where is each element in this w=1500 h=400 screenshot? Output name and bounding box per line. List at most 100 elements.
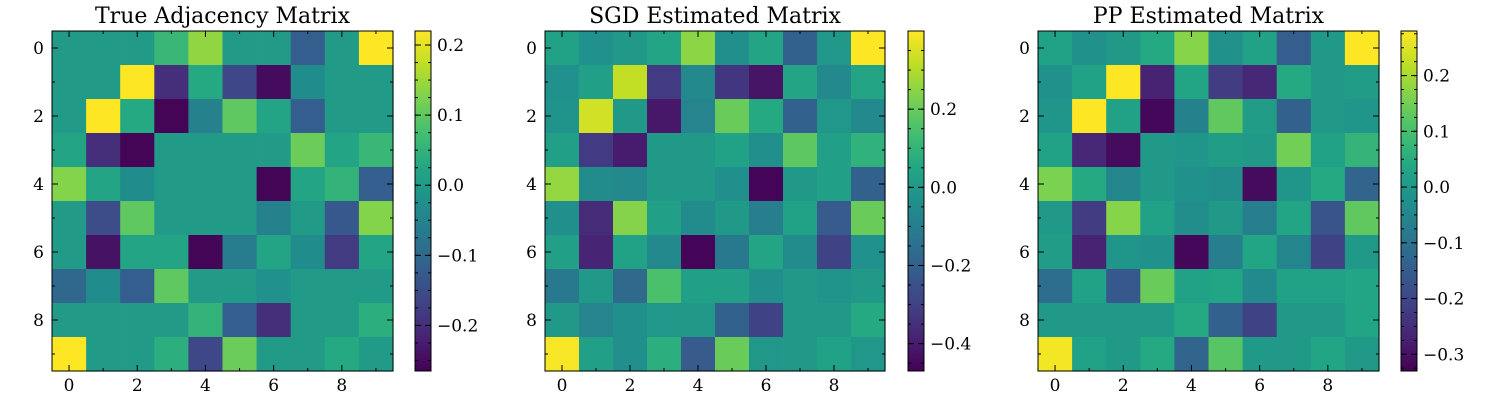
heatmap-cell <box>86 167 121 202</box>
heatmap-cell <box>613 303 648 338</box>
heatmap-cell <box>851 65 886 100</box>
heatmap-cell <box>154 99 189 134</box>
heatmap-cell <box>120 201 155 236</box>
heatmap-cell <box>1038 201 1073 236</box>
heatmap-cell <box>86 133 121 168</box>
heatmap-cell <box>545 65 580 100</box>
colorbar-frame <box>907 30 925 372</box>
heatmap-cell <box>579 337 614 372</box>
heatmap-cell <box>579 201 614 236</box>
heatmap-cell <box>647 269 682 304</box>
x-tick-label: 4 <box>200 376 211 396</box>
x-tick-label: 4 <box>1186 376 1197 396</box>
heatmap-cell <box>1344 65 1380 100</box>
heatmap-cell <box>1072 65 1107 100</box>
heatmap-cell <box>783 337 818 372</box>
heatmap-cell <box>1140 269 1175 304</box>
heatmap-cell <box>613 133 648 168</box>
x-tick-label: 8 <box>829 376 840 396</box>
heatmap-cell <box>715 99 750 134</box>
heatmap-cell <box>851 337 886 372</box>
heatmap-cell <box>579 99 614 134</box>
heatmap-cell <box>1208 31 1244 66</box>
heatmap-cell <box>1310 99 1346 134</box>
heatmap-cell <box>715 31 750 66</box>
heatmap-cell <box>222 337 258 372</box>
heatmap-cell <box>1174 303 1210 338</box>
heatmap-cell <box>290 31 326 66</box>
heatmap-cell <box>1174 235 1210 270</box>
heatmap-cell <box>86 99 121 134</box>
heatmap-cell <box>817 99 852 134</box>
colorbar <box>908 31 924 371</box>
heatmap-cell <box>1208 337 1244 372</box>
heatmap-cell <box>358 65 394 100</box>
heatmap-cell <box>86 201 121 236</box>
heatmap-cell <box>1140 133 1175 168</box>
heatmap-cell <box>783 65 818 100</box>
heatmap-panel-1: SGD Estimated Matrix 0 2 4 6 8 0 2 4 6 8 −0.4 −0.2 0.… <box>526 4 971 396</box>
heatmap-cell <box>1038 133 1073 168</box>
heatmap-cell <box>256 201 292 236</box>
heatmap-cell <box>1310 167 1346 202</box>
x-tick-label: 2 <box>1118 376 1129 396</box>
heatmap-cell <box>86 303 121 338</box>
heatmap-cell <box>1140 303 1175 338</box>
colorbar-tick-label: 0.2 <box>1423 67 1450 87</box>
heatmap-cell <box>817 133 852 168</box>
heatmap-cell <box>290 99 326 134</box>
y-tick-label: 4 <box>33 175 44 195</box>
heatmap-cell <box>1276 31 1312 66</box>
heatmap-cell <box>1310 303 1346 338</box>
heatmap-cell <box>1344 201 1380 236</box>
heatmap-cell <box>256 303 292 338</box>
heatmap-cell <box>1276 65 1312 100</box>
heatmap-cell <box>324 167 360 202</box>
heatmap-cell <box>324 99 360 134</box>
heatmap-cell <box>1038 269 1073 304</box>
heatmap-cell <box>154 65 189 100</box>
heatmap-cell <box>154 337 189 372</box>
heatmap-cell <box>120 133 155 168</box>
heatmap-cell <box>1140 65 1175 100</box>
heatmap-cell <box>120 269 155 304</box>
heatmap-cell <box>154 201 189 236</box>
y-tick-label: 6 <box>33 243 44 263</box>
heatmap-cell <box>188 235 224 270</box>
heatmap-cell <box>715 133 750 168</box>
heatmap-cell <box>1174 269 1210 304</box>
heatmap-cell <box>545 201 580 236</box>
colorbar-tick-label: 0.2 <box>930 100 957 120</box>
heatmap-cell <box>154 167 189 202</box>
heatmap-cell <box>1106 167 1141 202</box>
heatmap-cell <box>188 201 224 236</box>
heatmap-cell <box>579 303 614 338</box>
heatmap-cell <box>1174 99 1210 134</box>
heatmap-cell <box>817 65 852 100</box>
heatmap-cell <box>647 133 682 168</box>
heatmap-cell <box>1276 167 1312 202</box>
chart-title: PP Estimated Matrix <box>1093 4 1325 29</box>
heatmap-cell <box>1276 269 1312 304</box>
heatmap-cell <box>1276 133 1312 168</box>
heatmap-cell <box>613 65 648 100</box>
heatmap-cell <box>647 201 682 236</box>
heatmap-cell <box>1140 201 1175 236</box>
heatmap-cell <box>1310 235 1346 270</box>
colorbar-tick-label: −0.4 <box>930 335 971 355</box>
heatmap-cell <box>749 201 784 236</box>
heatmap-cell <box>851 133 886 168</box>
heatmap-cell <box>256 269 292 304</box>
x-tick-label: 0 <box>64 376 75 396</box>
heatmap-cell <box>647 303 682 338</box>
heatmap-cell <box>256 235 292 270</box>
heatmap-cell <box>647 99 682 134</box>
colorbar-tick-label: 0.0 <box>437 176 464 196</box>
plot-frame <box>544 30 886 372</box>
y-tick-label: 0 <box>33 39 44 59</box>
heatmap-cell <box>1072 31 1107 66</box>
heatmap-cell <box>647 65 682 100</box>
heatmap-cell <box>1072 133 1107 168</box>
heatmap-cell <box>1276 337 1312 372</box>
heatmap-cell <box>324 235 360 270</box>
